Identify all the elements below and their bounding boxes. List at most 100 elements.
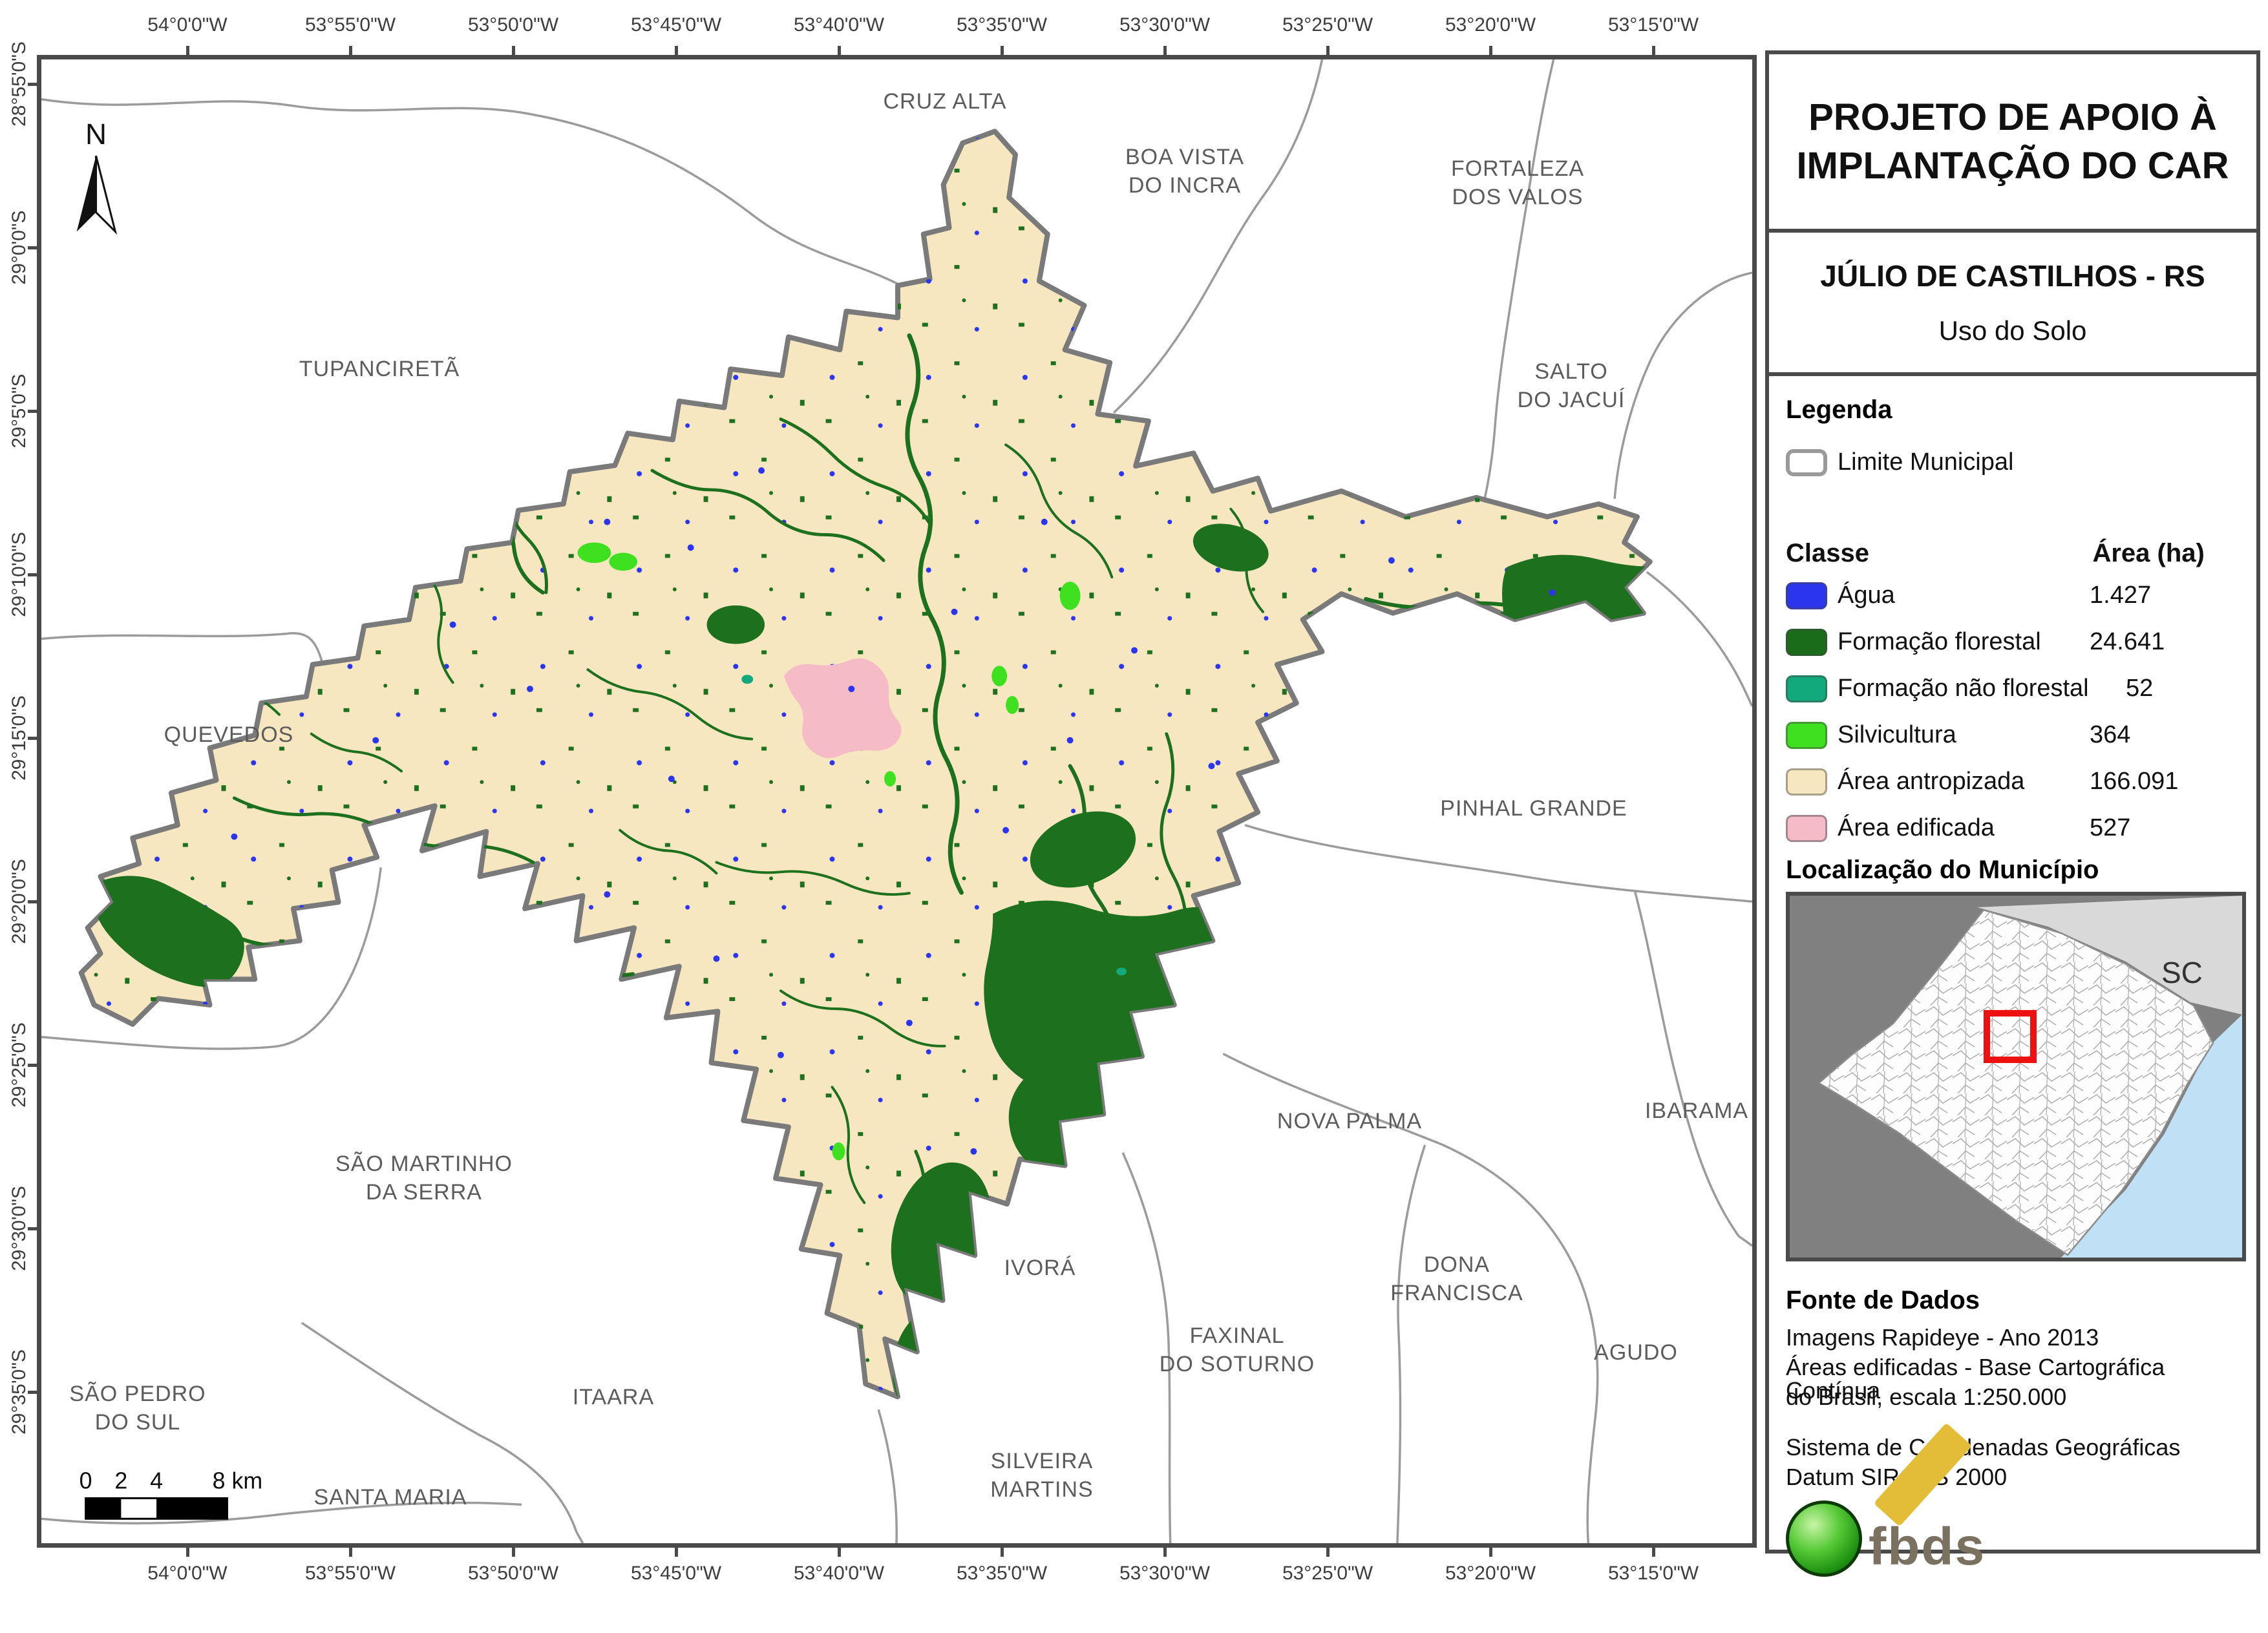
legend-heading: Legenda: [1786, 395, 1892, 424]
map-drawing: N 0 2 4 8 km: [41, 59, 1752, 1543]
area-value: 1.427: [2090, 582, 2152, 609]
project-title: PROJETO DE APOIO À IMPLANTAÇÃO DO CAR: [1769, 54, 2256, 233]
fonte-coord-line: Sistema de Coordenadas Geográficas: [1786, 1434, 2181, 1460]
axis-label-lon: 53°15'0"W: [1607, 14, 1699, 36]
axis-label-lat: 29°5'0"S: [8, 374, 30, 448]
axis-label-lon: 53°45'0"W: [630, 1563, 722, 1584]
axis-label-lon: 53°35'0"W: [956, 14, 1048, 36]
axis-tick: [1652, 1548, 1655, 1557]
axis-label-lon: 53°30'0"W: [1119, 1563, 1211, 1584]
inset-highlight-box: [1984, 1010, 2037, 1063]
map-label-itaara: ITAARA: [572, 1384, 655, 1409]
axis-tick: [1489, 1548, 1492, 1557]
antropizada-swatch-icon: [1786, 768, 1827, 795]
map-label-dona-francisca: DONA FRANCISCA: [1390, 1252, 1523, 1305]
limite-label: Limite Municipal: [1838, 448, 2014, 476]
fonte-heading: Fonte de Dados: [1786, 1286, 1980, 1314]
limite-swatch-icon: [1786, 448, 1827, 476]
legend-row-agua: Água 1.427: [1786, 582, 2243, 609]
locator-inset-map: SC: [1786, 892, 2246, 1261]
scale-label-2: 2: [114, 1468, 127, 1494]
class-label: Área edificada: [1838, 814, 1995, 841]
area-column-header: Área (ha): [2092, 539, 2205, 567]
map-label-quevedos: QUEVEDOS: [164, 722, 294, 747]
axis-tick: [1163, 46, 1167, 55]
map-label-salto-do-jacui: SALTO DO JACUÍ: [1517, 359, 1626, 412]
map-label-silveira-martins: SILVEIRA MARTINS: [990, 1448, 1094, 1502]
legend-row-formacao-florestal: Formação florestal 24.641: [1786, 628, 2243, 656]
map-label-sao-pedro: SÃO PEDRO DO SUL: [69, 1381, 206, 1435]
axis-label-lat: 29°30'0"S: [8, 1186, 30, 1271]
axis-tick: [349, 46, 352, 55]
axis-label-lon: 53°40'0"W: [793, 14, 885, 36]
legend-table-header: Classe Área (ha): [1786, 539, 2243, 568]
nao-florestal-swatch-icon: [1786, 675, 1827, 702]
axis-tick: [186, 1548, 189, 1557]
map-label-sao-martinho: SÃO MARTINHO DA SERRA: [335, 1151, 513, 1205]
map-label-ivora: IVORÁ: [1004, 1255, 1076, 1280]
axis-tick: [28, 1227, 37, 1230]
axis-tick: [28, 410, 37, 413]
municipality-name: JÚLIO DE CASTILHOS - RS: [1820, 259, 2205, 293]
axis-label-lon: 53°45'0"W: [630, 14, 722, 36]
inset-sc-region: [1977, 896, 2242, 1015]
legend-item-limite: Limite Municipal: [1786, 448, 2243, 476]
axis-label-lon: 54°0'0"W: [147, 1563, 228, 1584]
axis-tick: [28, 900, 37, 903]
axis-tick: [1001, 46, 1004, 55]
axis-tick: [186, 46, 189, 55]
map-label-nova-palma: NOVA PALMA: [1277, 1108, 1423, 1133]
axis-tick: [28, 83, 37, 86]
axis-tick: [1652, 46, 1655, 55]
map-canvas: N 0 2 4 8 km CRUZ ALTA BOA VISTA DO INCR…: [37, 55, 1757, 1548]
florestal-swatch-icon: [1786, 628, 1827, 656]
urban-area: [783, 658, 902, 759]
axis-tick: [1001, 1548, 1004, 1557]
fonte-line: do Brasil, escala 1:250.000: [1786, 1384, 2067, 1410]
map-label-boa-vista: BOA VISTA DO INCRA: [1125, 144, 1245, 198]
axis-label-lon: 54°0'0"W: [147, 14, 228, 36]
inset-ocean: [2061, 1015, 2242, 1258]
fonte-line: Imagens Rapideye - Ano 2013: [1786, 1324, 2099, 1351]
legend-section: Legenda Limite Municipal Classe Área (ha…: [1769, 376, 2256, 1577]
inset-sc-label: SC: [2161, 956, 2203, 989]
axis-label-lat: 29°20'0"S: [8, 859, 30, 944]
class-label: Formação florestal: [1838, 628, 2041, 655]
edificada-swatch-icon: [1786, 814, 1827, 842]
axis-label-lat: 29°15'0"S: [8, 695, 30, 781]
fbds-logo-sphere-icon: [1786, 1501, 1862, 1577]
area-value: 166.091: [2090, 768, 2179, 795]
axis-tick: [1326, 46, 1330, 55]
north-arrow-label: N: [85, 118, 107, 151]
north-arrow-icon: N: [76, 118, 118, 235]
axis-label-lon: 53°25'0"W: [1282, 14, 1373, 36]
axis-tick: [1163, 1548, 1167, 1557]
map-label-pinhal-grande: PINHAL GRANDE: [1440, 795, 1627, 821]
silvicultura-patches: [482, 542, 1081, 1161]
axis-label-lon: 53°25'0"W: [1282, 1563, 1373, 1584]
axis-tick: [675, 46, 678, 55]
axis-label-lon: 53°20'0"W: [1445, 14, 1536, 36]
axis-tick: [28, 737, 37, 740]
axis-tick: [1489, 46, 1492, 55]
class-column-header: Classe: [1786, 539, 1869, 567]
scale-label-4: 4: [150, 1468, 163, 1494]
scale-bar: 0 2 4 8 km: [79, 1468, 262, 1520]
fonte-line: Áreas edificadas - Base Cartográfica Con…: [1786, 1354, 2165, 1404]
locator-map-drawing: SC: [1790, 896, 2242, 1258]
axis-tick: [1326, 1548, 1330, 1557]
axis-tick: [28, 1064, 37, 1067]
axis-label-lat: 28°55'0"S: [8, 41, 30, 127]
class-label: Formação não florestal: [1838, 675, 2089, 702]
class-label: Área antropizada: [1838, 768, 2025, 795]
map-label-fortaleza: FORTALEZA DOS VALOS: [1450, 156, 1585, 209]
class-label: Silvicultura: [1838, 721, 1956, 748]
agua-swatch-icon: [1786, 582, 1827, 609]
axis-tick: [512, 1548, 515, 1557]
fbds-logo: fbds: [1786, 1422, 2096, 1633]
axis-label-lon: 53°50'0"W: [467, 14, 559, 36]
legend-row-formacao-nao-florestal: Formação não florestal 52: [1786, 675, 2243, 702]
map-label-tupancireta: TUPANCIRETÃ: [299, 356, 460, 381]
fbds-logo-text: fbds: [1869, 1517, 1986, 1576]
